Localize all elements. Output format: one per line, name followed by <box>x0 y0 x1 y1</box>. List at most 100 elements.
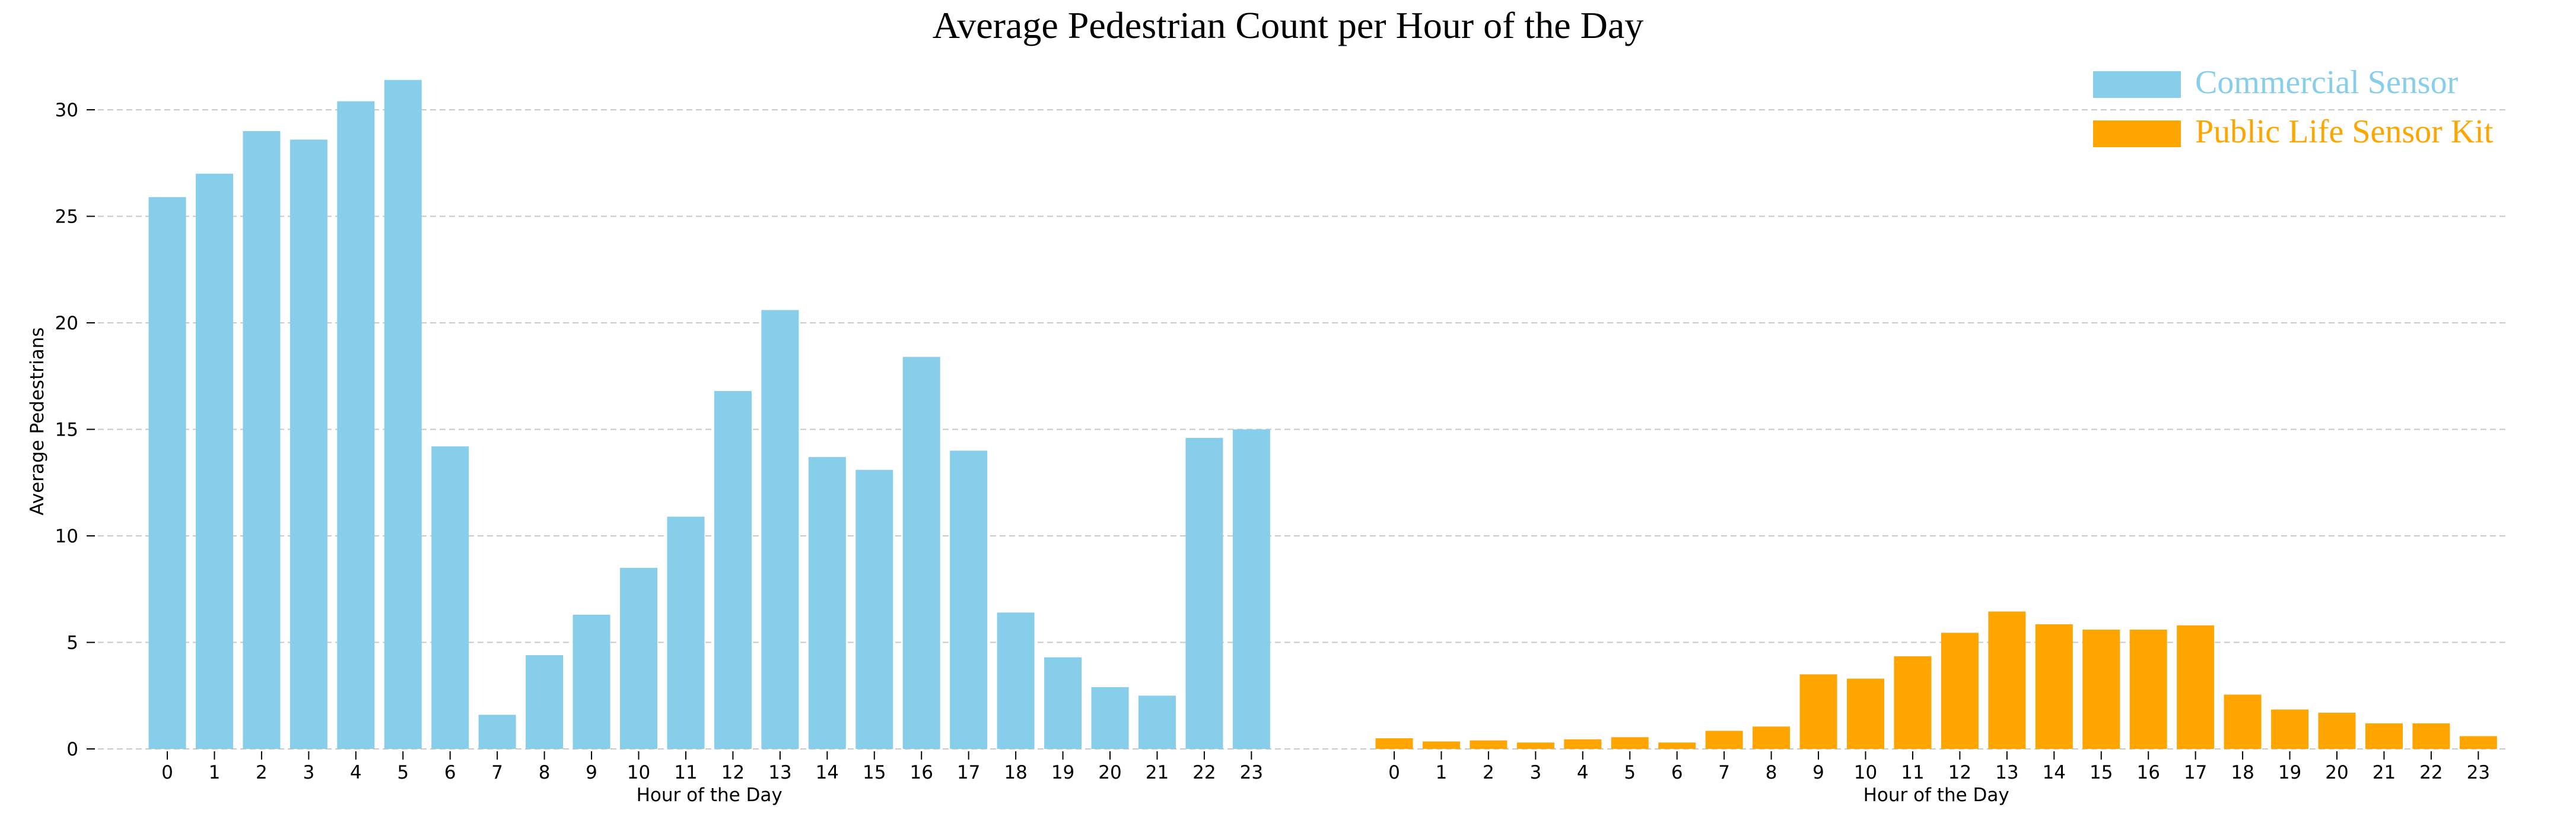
bar <box>478 714 516 749</box>
y-tick-label: 20 <box>55 313 78 334</box>
bar <box>2035 624 2073 749</box>
x-tick-label: 19 <box>1051 762 1074 783</box>
bar <box>573 614 610 749</box>
bar <box>902 357 940 749</box>
x-tick-label: 14 <box>816 762 839 783</box>
x-axis-ticks: 0 1 2 3 4 5 6 7 8 9 10 11 12 13 14 15 16 17 18 19 20 21 22 23 0 1… <box>161 751 2490 783</box>
bar <box>290 139 327 749</box>
bar <box>1564 739 1602 749</box>
x-tick-label: 9 <box>586 762 597 783</box>
y-tick-label: 30 <box>55 100 78 121</box>
bar <box>2365 723 2403 749</box>
bar <box>1516 742 1554 749</box>
bar <box>761 310 799 749</box>
x-tick-label: 23 <box>1240 762 1263 783</box>
x-tick-label: 8 <box>539 762 551 783</box>
bars <box>148 80 2497 750</box>
x-tick-label: 18 <box>2231 762 2254 783</box>
x-tick-label: 1 <box>1436 762 1448 783</box>
x-tick-label: 1 <box>209 762 221 783</box>
x-tick-label: 12 <box>1948 762 1971 783</box>
x-tick-label: 20 <box>2325 762 2348 783</box>
legend-swatch <box>2093 120 2181 147</box>
bar <box>1375 738 1413 749</box>
bar <box>1611 737 1649 749</box>
bar <box>2318 712 2356 749</box>
bar <box>1185 437 1223 749</box>
x-tick-label: 21 <box>2373 762 2396 783</box>
x-tick-label: 6 <box>444 762 456 783</box>
x-tick-label: 4 <box>1577 762 1589 783</box>
bar <box>148 197 186 749</box>
bar <box>808 457 846 749</box>
bar <box>2129 629 2167 749</box>
x-tick-label: 10 <box>1854 762 1877 783</box>
bar <box>2412 723 2450 749</box>
bar <box>2271 709 2309 749</box>
x-tick-label: 22 <box>2419 762 2443 783</box>
bar <box>667 516 705 749</box>
bar <box>243 131 281 749</box>
y-axis-label: Average Pedestrians <box>27 327 48 515</box>
x-tick-label: 13 <box>768 762 791 783</box>
bar <box>2082 629 2120 749</box>
bar <box>1232 429 1270 749</box>
x-tick-label: 12 <box>721 762 745 783</box>
bar <box>714 390 752 749</box>
bar <box>856 469 893 749</box>
x-tick-label: 13 <box>1995 762 2018 783</box>
x-tick-label: 16 <box>909 762 933 783</box>
legend: Commercial Sensor Public Life Sensor Kit <box>2093 64 2494 150</box>
bar <box>1988 611 2026 749</box>
x-tick-label: 2 <box>256 762 268 783</box>
x-axis-labels: Hour of the Day Hour of the Day <box>637 785 2009 806</box>
bar <box>1470 740 1508 749</box>
bar <box>1422 741 1460 749</box>
bar <box>1044 657 1082 749</box>
bar <box>1138 696 1176 749</box>
y-tick-label: 0 <box>66 739 78 760</box>
x-tick-label: 19 <box>2278 762 2301 783</box>
bar <box>950 450 988 749</box>
legend-swatch <box>2093 71 2181 98</box>
x-tick-label: 11 <box>1901 762 1924 783</box>
bar <box>195 173 233 749</box>
bar <box>384 80 422 750</box>
y-axis-ticks: 0 5 10 15 20 25 30 <box>55 100 95 760</box>
x-tick-label: 6 <box>1671 762 1683 783</box>
bar <box>2177 625 2215 749</box>
bar <box>2459 736 2497 749</box>
y-tick-label: 5 <box>66 633 78 654</box>
bar <box>620 567 657 749</box>
bar <box>1753 726 1791 749</box>
x-tick-label: 17 <box>2184 762 2207 783</box>
x-tick-label: 5 <box>397 762 409 783</box>
x-tick-label: 9 <box>1812 762 1824 783</box>
x-tick-label: 7 <box>491 762 503 783</box>
legend-label: Public Life Sensor Kit <box>2195 113 2494 150</box>
bar <box>1091 687 1129 749</box>
x-tick-label: 8 <box>1766 762 1777 783</box>
bar <box>337 101 375 749</box>
x-tick-label: 17 <box>957 762 980 783</box>
x-axis-label: Hour of the Day <box>1863 785 2009 806</box>
x-tick-label: 14 <box>2043 762 2066 783</box>
bar <box>1941 633 1979 749</box>
y-tick-label: 25 <box>55 207 78 228</box>
bar <box>1894 656 1932 749</box>
bar <box>2224 694 2262 749</box>
x-tick-label: 21 <box>1146 762 1169 783</box>
x-tick-label: 2 <box>1483 762 1494 783</box>
bar <box>997 612 1035 749</box>
bar <box>1847 678 1884 749</box>
x-tick-label: 0 <box>1388 762 1400 783</box>
y-tick-label: 10 <box>55 526 78 547</box>
x-tick-label: 15 <box>2090 762 2113 783</box>
x-tick-label: 4 <box>350 762 362 783</box>
x-tick-label: 7 <box>1718 762 1730 783</box>
x-tick-label: 5 <box>1624 762 1636 783</box>
bar <box>526 655 564 749</box>
x-axis-label: Hour of the Day <box>637 785 783 806</box>
